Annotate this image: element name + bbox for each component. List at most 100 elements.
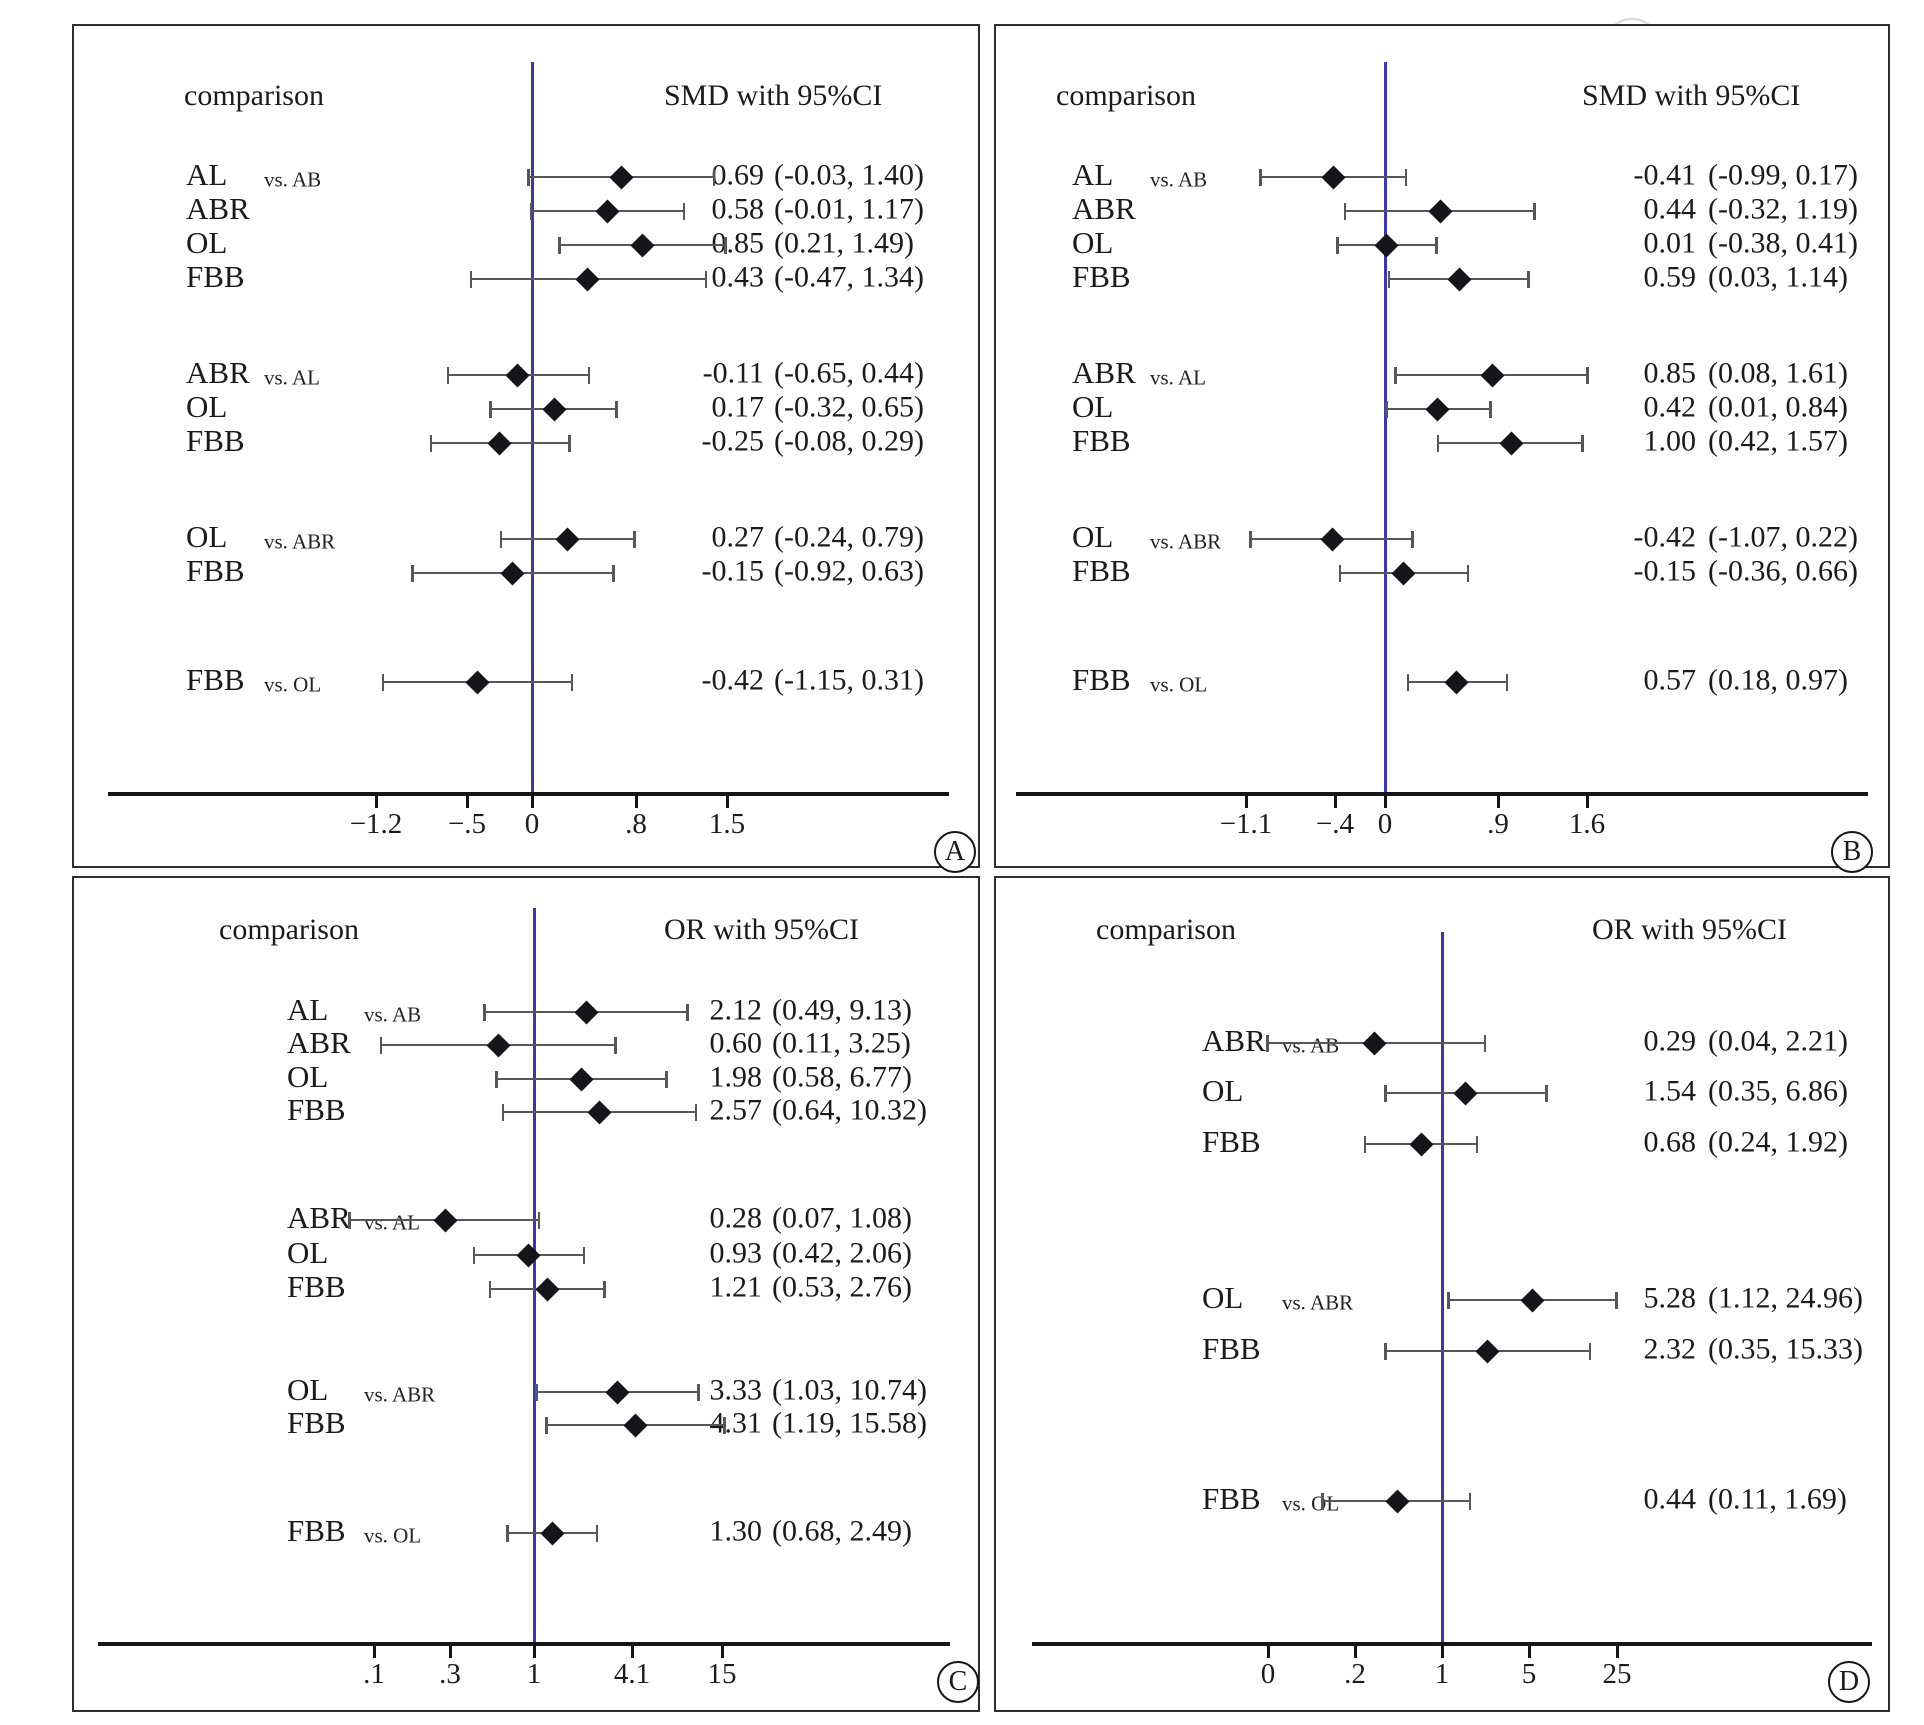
confidence-interval-text: (1.19, 15.58): [772, 1406, 927, 1440]
ci-cap-low: [1436, 434, 1440, 452]
comparison-label: FBB: [1072, 662, 1131, 698]
ci-cap-low: [348, 1211, 351, 1229]
point-estimate-diamond: [500, 560, 525, 586]
ci-cap-high: [615, 400, 618, 418]
comparison-label: AL: [1072, 157, 1114, 193]
versus-label: vs. OL: [264, 672, 322, 697]
axis-tick-label: 0: [1377, 808, 1393, 840]
ci-cap-high: [1466, 564, 1470, 582]
point-estimate-diamond: [465, 669, 490, 695]
estimate-value: -0.25: [701, 424, 765, 458]
ci-cap-low: [446, 366, 449, 384]
axis-tick-label: 15: [707, 1658, 737, 1690]
estimate-value: 1.00: [1643, 424, 1697, 458]
comparison-label: OL: [1072, 389, 1114, 425]
ci-cap-high: [1527, 270, 1530, 288]
axis-tick-label: .1: [363, 1658, 385, 1690]
axis-tick-label: 0: [524, 808, 540, 840]
axis-tick: [1334, 795, 1337, 808]
estimate-value: 2.32: [1643, 1332, 1697, 1366]
comparison-label: OL: [1202, 1280, 1244, 1316]
comparison-label: FBB: [186, 259, 245, 295]
axis-tick: [1616, 1645, 1619, 1658]
confidence-interval-text: (0.64, 10.32): [772, 1093, 927, 1127]
forest-panel-c: comparison OR with 95%CI AL vs. AB 2.12 (0.49…: [72, 876, 980, 1712]
estimate-value: 1.98: [709, 1060, 763, 1094]
versus-label: vs. ABR: [264, 529, 336, 554]
confidence-interval-text: (0.35, 6.86): [1708, 1074, 1848, 1108]
ci-cap-low: [558, 236, 561, 254]
versus-label: vs. AB: [364, 1002, 422, 1027]
ci-cap-low: [469, 270, 473, 288]
axis-tick-label: 1.6: [1568, 808, 1606, 840]
estimate-value: -0.41: [1633, 158, 1697, 192]
ci-cap-high: [704, 270, 708, 288]
estimate-value: -0.42: [701, 663, 765, 697]
estimate-value: 0.69: [711, 158, 765, 192]
confidence-interval-text: (-0.32, 0.65): [774, 390, 924, 424]
estimate-value: 0.28: [709, 1201, 763, 1235]
comparison-label: OL: [186, 389, 228, 425]
forest-panel-b: comparison SMD with 95%CI AL vs. AB -0.41 (-0…: [994, 24, 1890, 873]
zero-reference-line: [1383, 62, 1387, 792]
ci-cap-low: [1338, 564, 1342, 582]
ci-cap-high: [1545, 1084, 1548, 1102]
comparison-label: ABR: [1202, 1023, 1266, 1059]
point-estimate-diamond: [1453, 1080, 1478, 1106]
point-estimate-diamond: [486, 1032, 511, 1058]
point-estimate-diamond: [1444, 669, 1469, 695]
axis-tick-label: 1: [526, 1658, 542, 1690]
axis-tick-label: .9: [1487, 808, 1509, 840]
comparison-label: FBB: [186, 553, 245, 589]
comparison-label: OL: [1202, 1073, 1244, 1109]
comparison-column-header: comparison: [184, 79, 324, 112]
zero-reference-line: [530, 62, 534, 792]
axis-tick: [631, 1645, 634, 1658]
ci-cap-high: [712, 168, 715, 186]
x-axis: [98, 1642, 950, 1646]
ci-cap-high: [612, 564, 615, 582]
confidence-interval-text: (1.12, 24.96): [1708, 1281, 1863, 1315]
ci-cap-low: [1259, 168, 1262, 186]
ci-cap-low: [483, 1003, 486, 1021]
confidence-interval-text: (0.35, 15.33): [1708, 1332, 1863, 1366]
estimate-value: 0.59: [1643, 260, 1697, 294]
confidence-interval-text: (0.01, 0.84): [1708, 390, 1848, 424]
confidence-interval-text: (0.04, 2.21): [1708, 1024, 1848, 1058]
ci-cap-low: [1336, 236, 1339, 254]
versus-label: vs. ABR: [1282, 1290, 1354, 1315]
axis-tick-label: −1.2: [349, 808, 403, 840]
point-estimate-diamond: [1320, 526, 1345, 552]
ci-cap-high: [1435, 236, 1438, 254]
confidence-interval-text: (0.07, 1.08): [772, 1201, 912, 1235]
axis-tick: [1384, 795, 1387, 808]
axis-tick-label: −.5: [447, 808, 487, 840]
comparison-label: FBB: [287, 1269, 346, 1305]
ci-cap-low: [495, 1070, 498, 1088]
confidence-interval-text: (0.58, 6.77): [772, 1060, 912, 1094]
ci-cap-low: [379, 1036, 383, 1054]
comparison-label: FBB: [186, 423, 245, 459]
forest-panel-a: comparison SMD with 95%CI AL vs. AB 0.69 (-0.…: [72, 24, 980, 873]
effect-column-header: OR with 95%CI: [664, 913, 859, 946]
point-estimate-diamond: [1409, 1131, 1434, 1157]
confidence-interval-text: (0.03, 1.14): [1708, 260, 1848, 294]
estimate-value: 1.54: [1643, 1074, 1697, 1108]
axis-tick-label: .2: [1344, 1658, 1366, 1690]
ci-cap-high: [1475, 1135, 1479, 1153]
ci-cap-low: [1343, 202, 1347, 220]
estimate-value: 0.57: [1643, 663, 1697, 697]
confidence-interval-text: (0.42, 1.57): [1708, 424, 1848, 458]
confidence-interval-text: (0.42, 2.06): [772, 1236, 912, 1270]
ci-cap-high: [570, 673, 574, 691]
zero-reference-line: [532, 908, 536, 1642]
ci-cap-high: [1505, 673, 1509, 691]
estimate-value: 0.44: [1643, 192, 1697, 226]
point-estimate-diamond: [1428, 198, 1453, 224]
ci-cap-high: [633, 530, 636, 548]
comparison-label: FBB: [1202, 1124, 1261, 1160]
versus-label: vs. OL: [1150, 672, 1208, 697]
comparison-label: ABR: [186, 355, 250, 391]
estimate-value: 3.33: [709, 1373, 763, 1407]
ci-cap-high: [537, 1211, 541, 1229]
